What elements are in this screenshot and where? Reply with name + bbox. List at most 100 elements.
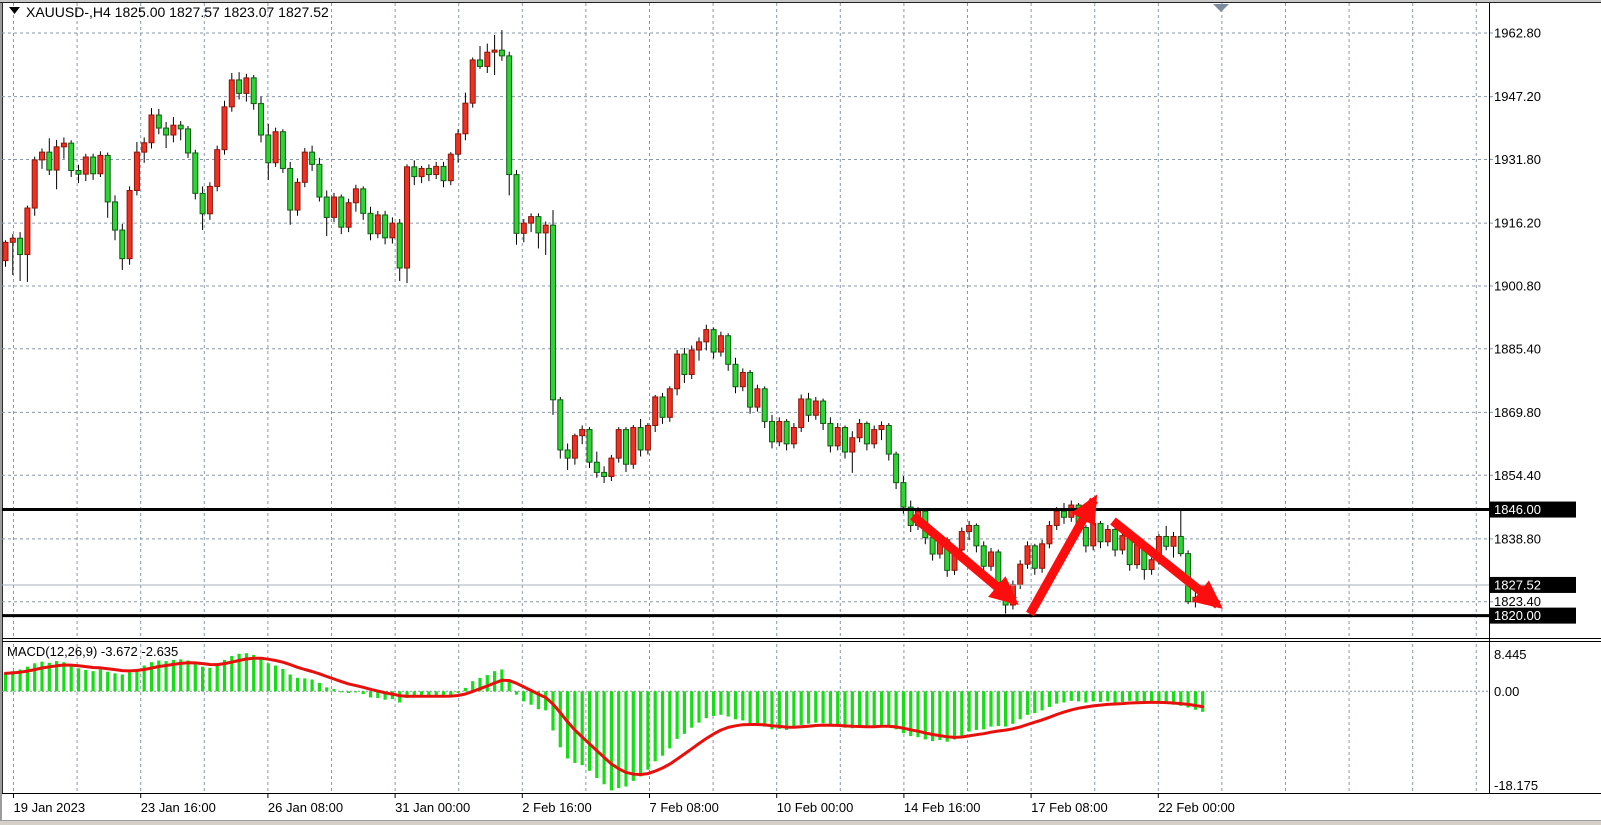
macd-histogram-bar	[1150, 691, 1154, 702]
trend-arrow[interactable]	[1026, 494, 1098, 617]
macd-histogram-bar	[157, 660, 161, 692]
macd-histogram-bar	[383, 691, 387, 700]
macd-histogram-bar	[288, 674, 292, 692]
macd-histogram-bar	[668, 691, 672, 749]
macd-histogram-bar	[945, 691, 949, 742]
candle-body-bear	[557, 399, 564, 451]
candle-body-bull	[484, 51, 491, 67]
macd-histogram-bar	[653, 691, 657, 762]
macd-histogram-bar	[697, 691, 701, 723]
time-axis[interactable]: 19 Jan 2023 23 Jan 16:00 26 Jan 08:00 31 Ja…	[13, 794, 1235, 815]
candle-body-bull	[206, 185, 213, 215]
candle-body-bear	[199, 192, 206, 215]
candle-body-bull	[666, 388, 673, 418]
candle-body-bull	[469, 59, 476, 104]
trend-arrow[interactable]	[910, 512, 1019, 606]
macd-histogram-bar	[836, 691, 840, 727]
panel-separator-bottom[interactable]	[2, 641, 1601, 642]
macd-histogram-bar	[1040, 691, 1044, 711]
price-axis[interactable]: 1962.80 1947.20 1931.80 1916.20 1900.80 1885.…	[1490, 26, 1576, 624]
candle-body-bear	[593, 461, 600, 473]
macd-histogram-bar	[792, 691, 796, 729]
candle-body-bear	[477, 59, 483, 67]
macd-panel-bottom-border	[2, 793, 1601, 794]
macd-histogram-bar	[1179, 691, 1183, 706]
macd-histogram-bar	[471, 681, 475, 692]
candle-body-bull	[352, 188, 359, 204]
candle-body-bull	[331, 196, 337, 218]
candle-body-bull	[53, 146, 60, 171]
time-axis-label: 31 Jan 00:00	[395, 800, 470, 815]
candle-body-bear	[265, 134, 272, 164]
macd-histogram-bar	[244, 653, 248, 692]
macd-histogram-bar	[514, 691, 519, 695]
macd-histogram-bar	[982, 691, 986, 730]
candle-body-bull	[294, 181, 301, 211]
trend-arrow[interactable]	[1110, 517, 1223, 609]
candle-body-bear	[1097, 522, 1104, 543]
candle-body-bull	[958, 531, 965, 551]
time-axis-label: 26 Jan 08:00	[268, 800, 343, 815]
candle-body-bull	[447, 153, 454, 182]
candle-body-bear	[90, 156, 97, 175]
price-tag-label: 1827.52	[1494, 577, 1541, 592]
macd-histogram-bar	[25, 666, 29, 692]
price-axis-label: 1931.80	[1494, 152, 1541, 167]
candle-body-bear	[732, 363, 739, 388]
macd-histogram-bar	[938, 691, 942, 741]
macd-histogram-bar	[858, 691, 862, 728]
time-axis-label: 7 Feb 08:00	[650, 800, 719, 815]
macd-histogram-bar	[989, 691, 993, 727]
macd-histogram-bar	[412, 691, 416, 697]
candle-body-bear	[177, 124, 184, 130]
macd-histogram-bar	[1025, 691, 1030, 715]
macd-histogram-bar	[149, 662, 154, 692]
macd-histogram-bar	[777, 691, 781, 729]
bottom-strip	[0, 821, 1601, 825]
macd-histogram-bar	[675, 691, 679, 739]
macd-histogram-bar	[1171, 691, 1176, 705]
candle-body-bear	[498, 49, 505, 57]
macd-histogram-bar	[595, 691, 599, 779]
candle-body-bull	[60, 142, 67, 148]
price-tag-label: 1846.00	[1494, 502, 1541, 517]
macd-histogram-bar	[909, 691, 913, 737]
candle-body-bear	[710, 329, 717, 353]
candle-body-bull	[214, 149, 221, 187]
macd-histogram-bar	[609, 691, 613, 791]
candle-body-bear	[68, 142, 75, 171]
panel-separator-top[interactable]	[2, 638, 1601, 639]
candle-body-bull	[9, 237, 16, 243]
macd-axis-min: -18.175	[1494, 778, 1538, 793]
macd-histogram-bar	[274, 665, 278, 692]
candle-body-bull	[1017, 563, 1024, 586]
candle-body-bull	[97, 154, 104, 175]
candle-body-bull	[856, 422, 863, 439]
candle-body-bear	[250, 77, 257, 105]
symbol-dropdown-icon[interactable]	[9, 7, 20, 14]
candles-layer	[2, 30, 1206, 614]
macd-histogram-bar	[325, 687, 329, 692]
macd-histogram-bar	[931, 691, 935, 742]
macd-histogram-bar	[821, 691, 825, 724]
macd-histogram-bar	[690, 691, 694, 728]
candle-body-bull	[301, 151, 308, 183]
candle-body-bear	[863, 422, 870, 445]
candle-body-bear	[827, 422, 834, 447]
chart-shift-marker-icon[interactable]	[1213, 4, 1229, 12]
candle-body-bear	[1061, 510, 1067, 518]
macd-histogram-bar	[763, 691, 767, 727]
macd-histogram-bar	[1004, 691, 1008, 727]
macd-histogram-bar	[660, 691, 665, 756]
macd-histogram-bar	[916, 691, 920, 738]
candle-body-bear	[309, 151, 316, 165]
macd-histogram-bar	[128, 672, 132, 692]
macd-histogram-bar	[770, 691, 774, 730]
candle-body-bull	[520, 222, 527, 234]
macd-histogram-bar	[339, 691, 343, 693]
macd-axis[interactable]: 8.445 0.00 -18.175	[1494, 647, 1538, 793]
macd-histogram-bar	[463, 687, 467, 692]
candle-body-bear	[973, 524, 980, 547]
macd-histogram-bar	[347, 691, 351, 693]
